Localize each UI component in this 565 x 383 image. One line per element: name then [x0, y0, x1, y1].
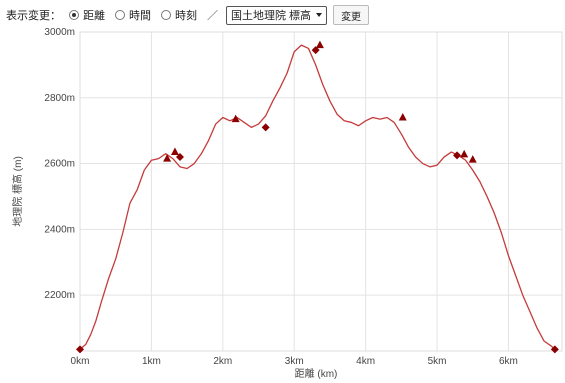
distance-radio[interactable] [69, 10, 79, 20]
clock-time-radio[interactable] [161, 10, 171, 20]
chevron-down-icon [316, 13, 323, 17]
x-tick-label: 5km [428, 356, 447, 367]
plot-area-border [79, 31, 563, 352]
distance-option[interactable]: 距離 [69, 7, 105, 23]
peak-marker [468, 155, 477, 163]
y-tick-label: 2200m [44, 290, 75, 301]
waypoint-marker [261, 123, 270, 132]
chart-labels: 0km 1km 2km 3km 4km 5km 6km 2200m 2400m 2600m 2800… [11, 27, 518, 380]
y-tick-label: 2800m [44, 93, 75, 104]
x-tick-label: 3km [285, 356, 304, 367]
separator: ／ [207, 10, 218, 22]
peak-marker [163, 154, 172, 162]
display-controls: 表示変更： 距離 時間 時刻 ／ 国土地理院 標高 変更 [0, 0, 565, 30]
peak-marker [170, 147, 179, 156]
y-axis-title: 地理院 標高 (m) [11, 156, 24, 227]
y-tick-label: 2600m [44, 159, 75, 170]
elevation-source-select[interactable]: 国土地理院 標高 [226, 5, 328, 25]
x-axis-title: 距離 (km) [295, 367, 338, 380]
peak-marker [231, 114, 240, 123]
time-option-label: 時間 [129, 10, 151, 22]
peak-marker [460, 149, 469, 158]
x-tick-label: 6km [499, 356, 518, 367]
elevation-source-value: 国土地理院 標高 [231, 10, 312, 22]
x-tick-label: 2km [213, 356, 232, 367]
x-tick-label: 0km [71, 356, 90, 367]
x-tick-label: 4km [356, 356, 375, 367]
time-radio[interactable] [115, 10, 125, 20]
waypoint-marker [175, 152, 184, 161]
chart-series [79, 44, 556, 350]
chart-axes [79, 31, 563, 352]
peak-marker [315, 40, 324, 49]
x-tick-label: 1km [142, 356, 161, 367]
waypoint-marker [550, 345, 559, 354]
display-change-label: 表示変更： [6, 10, 61, 22]
waypoint-marker [76, 345, 84, 354]
y-tick-label: 3000m [44, 27, 75, 38]
clock-time-option-label: 時刻 [175, 10, 197, 22]
chart-markers [76, 40, 559, 354]
clock-time-option[interactable]: 時刻 [161, 7, 197, 23]
distance-option-label: 距離 [83, 10, 105, 22]
elevation-line [79, 44, 556, 350]
peak-marker [398, 113, 407, 121]
y-tick-label: 2400m [44, 224, 75, 235]
time-option[interactable]: 時間 [115, 7, 151, 23]
waypoint-marker [453, 151, 462, 160]
change-button[interactable]: 変更 [333, 5, 370, 25]
